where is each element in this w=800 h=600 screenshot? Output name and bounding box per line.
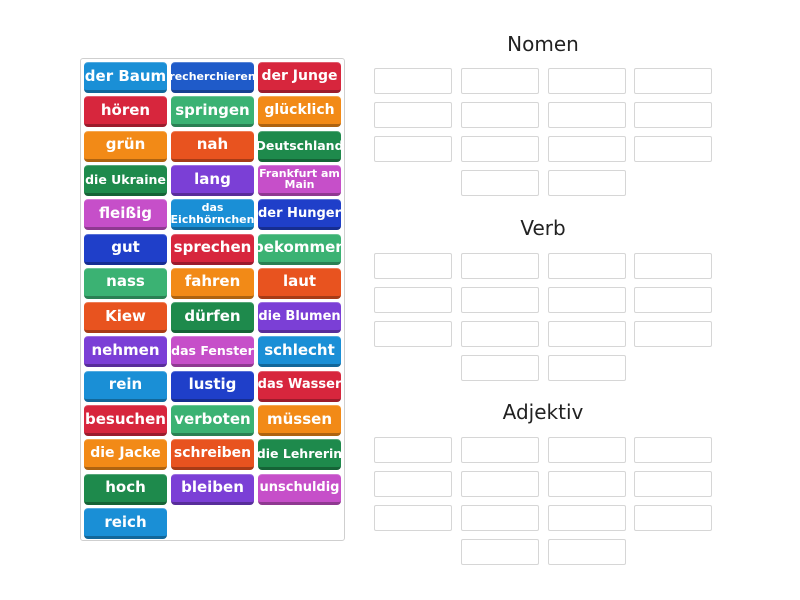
drop-slot[interactable] bbox=[634, 68, 712, 94]
word-tile[interactable]: rein bbox=[84, 370, 167, 402]
word-tile[interactable]: reich bbox=[84, 507, 167, 539]
word-tile[interactable]: fahren bbox=[171, 267, 254, 299]
drop-slot[interactable] bbox=[461, 437, 539, 463]
word-tile[interactable]: nehmen bbox=[84, 336, 167, 368]
group-heading: Adjektiv bbox=[502, 400, 584, 424]
word-tile[interactable]: besuchen bbox=[84, 405, 167, 436]
word-tile[interactable]: das Fenster bbox=[171, 336, 254, 368]
word-tile[interactable]: das Wasser bbox=[258, 370, 341, 402]
drop-slot[interactable] bbox=[548, 287, 626, 313]
word-tile[interactable]: sprechen bbox=[171, 233, 254, 265]
word-tile[interactable]: die Lehrerin bbox=[258, 439, 341, 471]
word-tile[interactable]: recherchieren bbox=[171, 62, 254, 93]
drop-slot[interactable] bbox=[548, 437, 626, 463]
word-tile[interactable]: der Junge bbox=[258, 62, 341, 93]
drop-slot[interactable] bbox=[374, 136, 452, 162]
word-tile[interactable]: bleiben bbox=[171, 473, 254, 505]
drop-slot[interactable] bbox=[461, 68, 539, 94]
drop-slot[interactable] bbox=[461, 136, 539, 162]
drop-slot[interactable] bbox=[374, 471, 452, 497]
drop-slot[interactable] bbox=[461, 253, 539, 279]
drop-slot[interactable] bbox=[634, 471, 712, 497]
drop-slot[interactable] bbox=[461, 287, 539, 313]
drop-slot[interactable] bbox=[461, 321, 539, 347]
drop-slot[interactable] bbox=[548, 539, 626, 565]
word-tile[interactable]: springen bbox=[171, 96, 254, 128]
word-tile[interactable]: laut bbox=[258, 267, 341, 299]
word-tile[interactable]: das Eichhörnchen bbox=[171, 199, 254, 231]
drop-slot[interactable] bbox=[634, 253, 712, 279]
word-tile[interactable]: nah bbox=[171, 130, 254, 162]
drop-slot[interactable] bbox=[374, 253, 452, 279]
drop-slot[interactable] bbox=[634, 437, 712, 463]
word-tile[interactable]: hören bbox=[84, 96, 167, 128]
drop-slot[interactable] bbox=[548, 321, 626, 347]
word-tile[interactable]: Deutschland bbox=[258, 130, 341, 162]
drop-slot[interactable] bbox=[461, 355, 539, 381]
group-heading: Nomen bbox=[507, 32, 579, 56]
word-tile[interactable]: bekommen bbox=[258, 233, 341, 265]
drop-slot[interactable] bbox=[548, 471, 626, 497]
word-tile[interactable]: fleißig bbox=[84, 199, 167, 231]
drop-slot[interactable] bbox=[461, 505, 539, 531]
drop-slot[interactable] bbox=[634, 287, 712, 313]
drop-slot[interactable] bbox=[634, 136, 712, 162]
drop-slot[interactable] bbox=[461, 170, 539, 196]
group-heading: Verb bbox=[520, 216, 566, 240]
word-tile[interactable]: grün bbox=[84, 130, 167, 162]
word-tile[interactable]: gut bbox=[84, 233, 167, 265]
drop-slot[interactable] bbox=[634, 321, 712, 347]
word-tile[interactable]: die Jacke bbox=[84, 439, 167, 471]
drop-slot[interactable] bbox=[461, 539, 539, 565]
word-tile[interactable]: die Ukraine bbox=[84, 164, 167, 196]
word-tile[interactable]: hoch bbox=[84, 473, 167, 505]
drop-slot[interactable] bbox=[374, 321, 452, 347]
word-tile[interactable]: nass bbox=[84, 267, 167, 299]
word-tile[interactable]: unschuldig bbox=[258, 473, 341, 505]
drop-slot[interactable] bbox=[548, 136, 626, 162]
word-tile[interactable]: schlecht bbox=[258, 336, 341, 368]
word-tile[interactable]: der Hunger bbox=[258, 199, 341, 231]
word-tile[interactable]: müssen bbox=[258, 405, 341, 436]
word-tile[interactable]: dürfen bbox=[171, 302, 254, 334]
drop-slot[interactable] bbox=[374, 437, 452, 463]
drop-slot[interactable] bbox=[548, 102, 626, 128]
drop-slot[interactable] bbox=[548, 505, 626, 531]
drop-slot[interactable] bbox=[374, 68, 452, 94]
word-tile[interactable]: schreiben bbox=[171, 439, 254, 471]
word-tile[interactable]: verboten bbox=[171, 405, 254, 436]
word-tile[interactable]: der Baum bbox=[84, 62, 167, 93]
drop-slot[interactable] bbox=[461, 102, 539, 128]
drop-slot[interactable] bbox=[461, 471, 539, 497]
word-tile[interactable]: lang bbox=[171, 164, 254, 196]
drop-slot[interactable] bbox=[548, 253, 626, 279]
word-tile-bank: der Baum recherchieren der Junge hören sprin… bbox=[80, 58, 345, 541]
drop-slot[interactable] bbox=[374, 505, 452, 531]
word-tile[interactable]: die Blumen bbox=[258, 302, 341, 334]
drop-slot[interactable] bbox=[634, 505, 712, 531]
drop-slot[interactable] bbox=[548, 68, 626, 94]
drop-slot[interactable] bbox=[548, 170, 626, 196]
drop-slot[interactable] bbox=[634, 102, 712, 128]
drop-slot[interactable] bbox=[374, 102, 452, 128]
word-tile[interactable]: glücklich bbox=[258, 96, 341, 128]
drop-slot[interactable] bbox=[548, 355, 626, 381]
word-tile[interactable]: lustig bbox=[171, 370, 254, 402]
drop-slot[interactable] bbox=[374, 287, 452, 313]
word-tile[interactable]: Kiew bbox=[84, 302, 167, 334]
word-tile[interactable]: Frankfurt am Main bbox=[258, 164, 341, 196]
